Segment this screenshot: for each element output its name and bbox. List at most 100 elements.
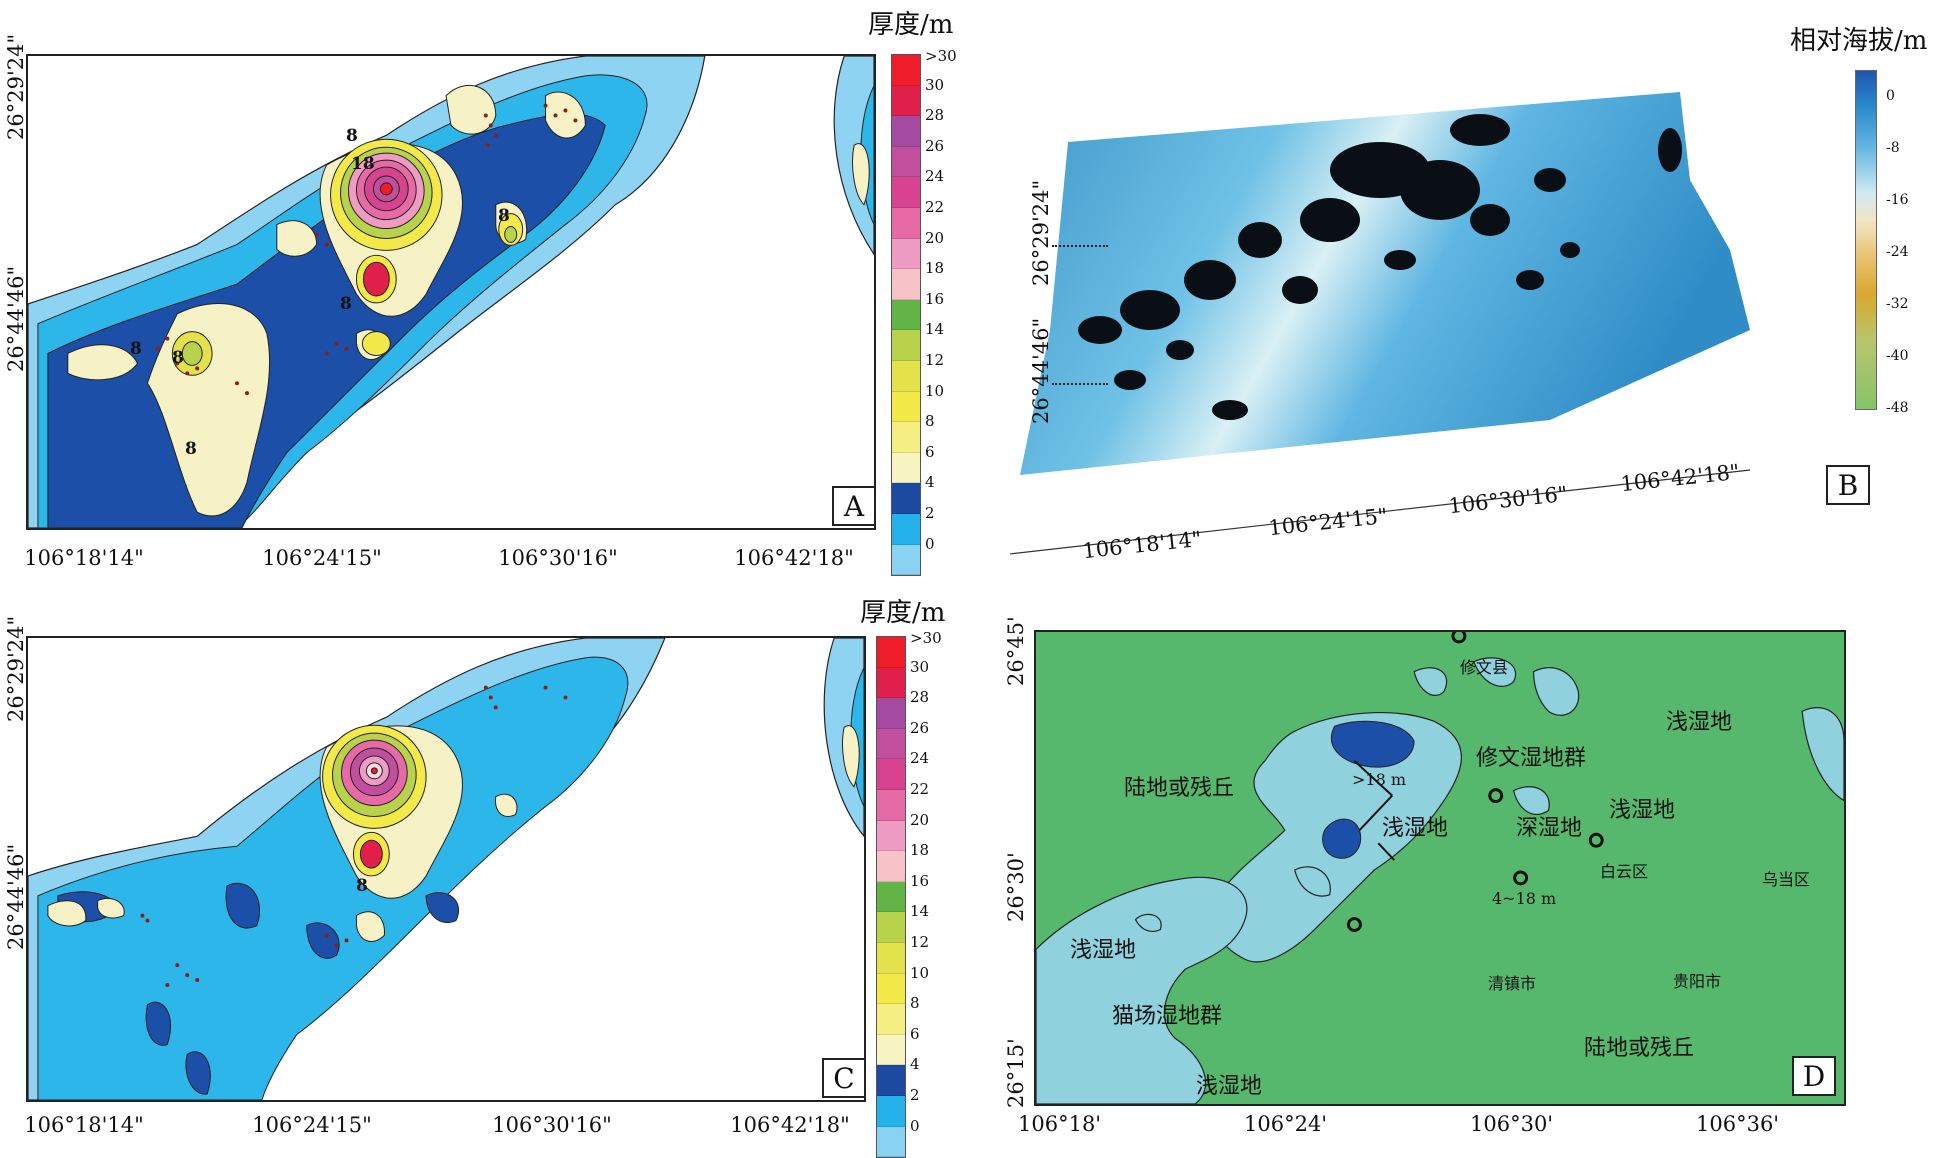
panel-c-letter: C: [822, 1058, 864, 1098]
legend-label: 0: [910, 1116, 920, 1135]
panel-a-xtick-4: 106°42'18": [734, 546, 854, 570]
legend-swatch: [877, 1034, 905, 1066]
panel-d-label-guiyang: 贵阳市: [1673, 972, 1722, 991]
panel-d-xtick-1: 106°18': [1018, 1112, 1102, 1136]
relief-legend-label: -16: [1886, 192, 1909, 208]
panel-d-label-wudang: 乌当区: [1762, 870, 1811, 889]
relief-legend-label: -48: [1886, 400, 1909, 416]
panel-b-relief-surface: [1010, 92, 1751, 555]
legend-label: 26: [910, 718, 930, 737]
panel-c-wells: [140, 685, 568, 987]
legend-swatch: [877, 1095, 905, 1127]
legend-label: 28: [910, 688, 930, 707]
panel-d-label-xiuwen-county: 修文县: [1460, 658, 1509, 677]
panel-b-ytick-1: 26°29'24": [1029, 179, 1053, 286]
panel-d-label-gt18: >18 m: [1352, 770, 1407, 789]
legend-label: 16: [925, 289, 945, 308]
legend-label: 4: [910, 1055, 920, 1074]
panel-d-ytick-3: 26°15': [1004, 1038, 1028, 1108]
panel-d-label-baiyun: 白云区: [1600, 862, 1649, 881]
panel-d-city-markers: [1346, 632, 1604, 932]
legend-label: 2: [925, 504, 935, 522]
legend-swatch: [877, 912, 905, 943]
panel-a-map: 8 18 8 8 8 8 8 A: [26, 54, 876, 530]
panel-c-contour-label: 8: [356, 876, 368, 896]
panel-a-xtick-2: 106°24'15": [262, 546, 382, 570]
legend-label: 20: [910, 810, 930, 829]
legend-label: 14: [910, 902, 930, 921]
legend-label: 14: [925, 320, 945, 339]
legend-swatch: [892, 483, 920, 514]
relief-legend-label: -32: [1886, 296, 1909, 312]
legend-label: 0: [925, 534, 935, 553]
legend-label: 20: [925, 228, 945, 247]
panel-d-label-deep: 深湿地: [1516, 816, 1583, 841]
panel-d-label-shallow-mid: 浅湿地: [1382, 816, 1449, 841]
panel-d-deep-wetland: [1322, 720, 1415, 859]
panel-d-label-land-right: 陆地或残丘: [1584, 1036, 1695, 1061]
legend-swatch: [892, 207, 920, 239]
panel-a-contour-label-4: 8: [130, 339, 142, 359]
panel-a-contour-label-6: 8: [185, 439, 197, 459]
panel-a-letter: A: [832, 486, 874, 526]
legend-swatch: [877, 973, 905, 1005]
panel-a-contour-label-3: 8: [340, 294, 352, 314]
panel-c-xtick-4: 106°42'18": [730, 1113, 850, 1137]
panel-d-leader-lines: [1353, 760, 1395, 861]
legend-swatch: [892, 330, 920, 361]
legend-label: >30: [925, 47, 957, 65]
legend-label: 4: [925, 473, 935, 492]
panel-d-label-xiuwen-group: 修文湿地群: [1476, 746, 1587, 771]
panel-d-letter: D: [1792, 1056, 1836, 1096]
panel-c-ytick-1: 26°29'24": [4, 615, 28, 722]
panel-d-label-land-left: 陆地或残丘: [1124, 776, 1235, 801]
legend-swatch: [892, 513, 920, 545]
panel-b-relief-legend: [1855, 70, 1877, 410]
legend-swatch: [877, 851, 905, 882]
legend-label: 22: [925, 198, 945, 216]
legend-swatch: [877, 667, 905, 699]
relief-legend-label: -40: [1886, 348, 1909, 364]
legend-label: 26: [925, 136, 945, 155]
panel-c-xtick-1: 106°18'14": [24, 1113, 144, 1137]
legend-label: 10: [910, 963, 930, 982]
panel-c-xtick-3: 106°30'16": [492, 1113, 612, 1137]
panel-b-letter: B: [1826, 465, 1870, 505]
legend-swatch: [892, 269, 920, 300]
legend-swatch: [892, 422, 920, 453]
panel-a-xtick-3: 106°30'16": [498, 546, 618, 570]
legend-label: 18: [925, 259, 945, 278]
legend-swatch: [892, 299, 920, 331]
legend-swatch: [892, 452, 920, 484]
legend-label: 18: [910, 841, 930, 860]
panel-a-ytick-2: 26°44'46": [4, 265, 28, 372]
panel-b-depressions: [1078, 114, 1682, 420]
legend-label: 30: [910, 657, 930, 676]
panel-c-map: 8 C: [26, 636, 866, 1102]
panel-d-label-maochang: 猫场湿地群: [1112, 1004, 1223, 1029]
relief-legend-label: -24: [1886, 244, 1909, 260]
panel-d-ytick-1: 26°45': [1004, 616, 1028, 686]
panel-d-label-shallow-bottom: 浅湿地: [1196, 1074, 1263, 1099]
panel-a-thick-contours: [171, 138, 524, 376]
legend-swatch: [892, 55, 920, 86]
panel-a-xtick-1: 106°18'14": [24, 546, 144, 570]
legend-swatch: [877, 1004, 905, 1035]
panel-b-ylead-2: [1052, 383, 1108, 385]
legend-swatch: [877, 728, 905, 760]
legend-label: 30: [925, 75, 945, 94]
panel-c-xtick-2: 106°24'15": [252, 1113, 372, 1137]
legend-label: 2: [910, 1086, 920, 1104]
legend-swatch: [877, 881, 905, 913]
legend-swatch: [877, 1065, 905, 1096]
panel-c-legend: [876, 636, 906, 1158]
legend-label: 8: [910, 994, 920, 1013]
relief-legend-label: -8: [1886, 140, 1900, 156]
legend-swatch: [892, 116, 920, 147]
legend-swatch: [877, 759, 905, 790]
legend-swatch: [877, 942, 905, 974]
panel-b-axes: [1010, 469, 1751, 555]
legend-swatch: [892, 238, 920, 270]
panel-d-ytick-2: 26°30': [1004, 852, 1028, 922]
relief-legend-label: 0: [1886, 88, 1895, 104]
